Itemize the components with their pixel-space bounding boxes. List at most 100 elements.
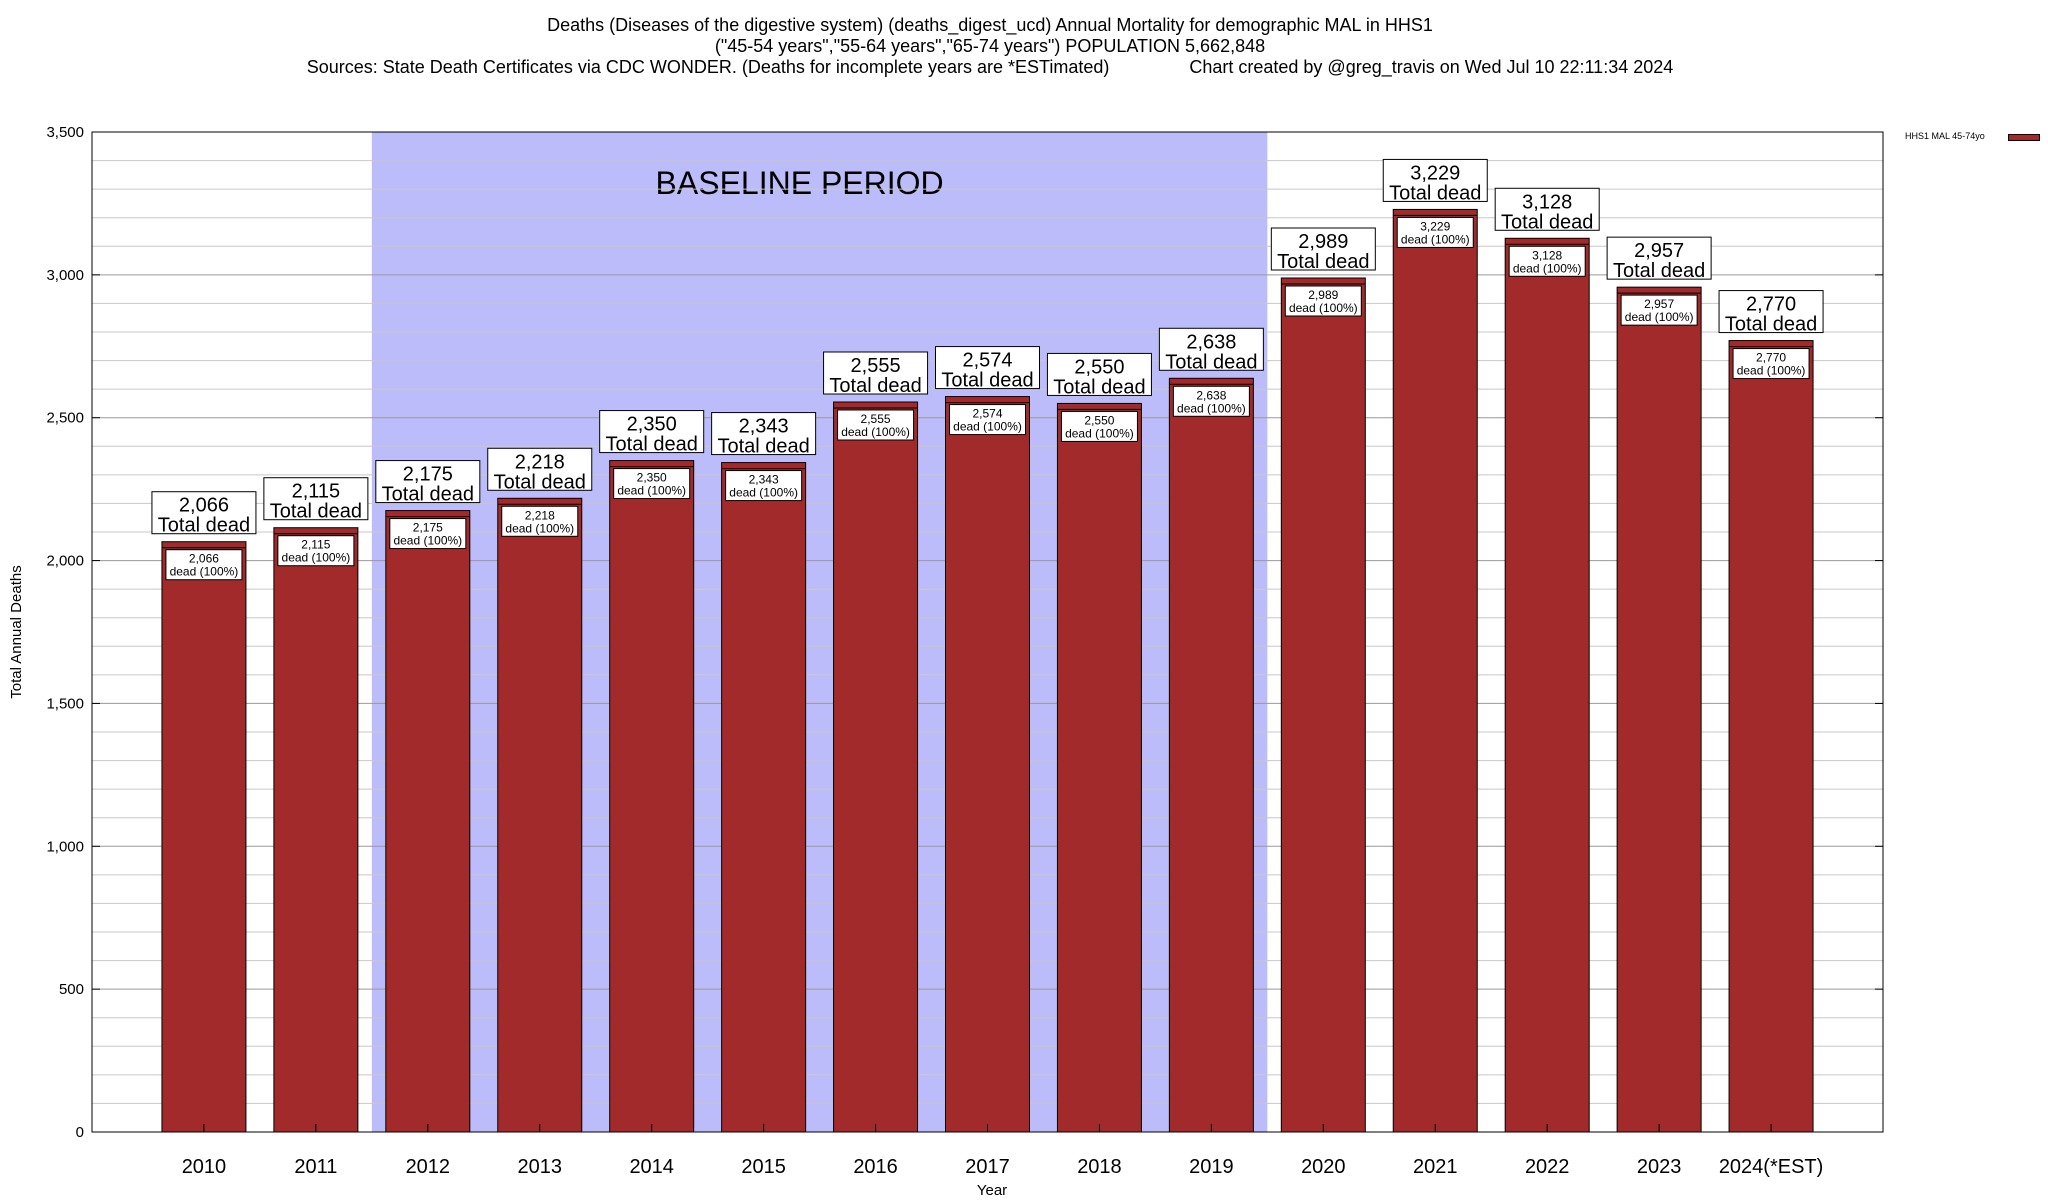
- top-label-value: 2,350: [627, 414, 677, 436]
- inner-label-value: 3,229: [1420, 219, 1450, 233]
- inner-label-box: [837, 409, 915, 441]
- inner-label-value: 2,770: [1756, 351, 1786, 365]
- x-tick-label: 2014: [629, 1156, 674, 1178]
- top-label-box: [1606, 236, 1712, 280]
- x-tick-label: 2018: [1077, 1156, 1122, 1178]
- inner-label-suffix: dead (100%): [841, 425, 910, 439]
- y-tick-label: 500: [59, 981, 84, 998]
- top-label-value: 2,343: [739, 416, 789, 438]
- bar-2016: [833, 401, 919, 1133]
- inner-label-value: 2,175: [413, 521, 443, 535]
- top-label-value: 3,229: [1410, 162, 1460, 184]
- inner-label-suffix: dead (100%): [1065, 426, 1134, 440]
- inner-label-box: [1172, 385, 1250, 417]
- y-tick-label: 2,000: [46, 553, 84, 570]
- x-tick-label: 2013: [518, 1156, 563, 1178]
- top-label-box: [1158, 327, 1264, 371]
- inner-label-suffix: dead (100%): [282, 551, 351, 565]
- top-label-box: [1494, 187, 1600, 231]
- baseline-period-label: BASELINE PERIOD: [656, 165, 944, 201]
- inner-label-box: [613, 468, 691, 500]
- top-label-value: 2,175: [403, 464, 453, 486]
- inner-label-box: [1396, 216, 1474, 248]
- inner-label-value: 2,957: [1644, 297, 1674, 311]
- x-tick-label: 2015: [741, 1156, 786, 1178]
- bar-2013: [497, 497, 583, 1133]
- inner-label-value: 2,989: [1308, 288, 1338, 302]
- top-label-suffix: Total dead: [382, 484, 474, 506]
- bar-2012: [385, 510, 471, 1133]
- top-label-suffix: Total dead: [1613, 260, 1705, 282]
- y-tick-label: 3,000: [46, 267, 84, 284]
- inner-label-box: [725, 470, 803, 502]
- inner-label-suffix: dead (100%): [1625, 310, 1694, 324]
- chart-title-line-2: ("45-54 years","55-64 years","65-74 year…: [714, 36, 1266, 56]
- top-label-box: [1270, 227, 1376, 271]
- x-tick-label: 2021: [1413, 1156, 1458, 1178]
- top-label-box: [935, 346, 1040, 390]
- x-tick-label: 2012: [406, 1156, 451, 1178]
- top-label-value: 2,550: [1074, 356, 1124, 378]
- inner-label-suffix: dead (100%): [505, 521, 574, 535]
- bar-2022: [1504, 237, 1590, 1133]
- bar-2023: [1616, 286, 1702, 1133]
- top-label-box: [711, 412, 817, 456]
- chart-title-line-3: Sources: State Death Certificates via CD…: [306, 57, 1674, 77]
- y-tick-label: 3,500: [46, 124, 84, 141]
- top-label-suffix: Total dead: [158, 515, 250, 537]
- top-label-suffix: Total dead: [829, 375, 921, 397]
- plot-frame: [91, 131, 1884, 1133]
- top-label-value: 2,989: [1298, 231, 1348, 253]
- y-tick-label: 0: [76, 1124, 84, 1141]
- legend-swatch: [2008, 134, 2040, 141]
- inner-label-box: [1284, 285, 1362, 317]
- inner-label-value: 2,550: [1084, 413, 1114, 427]
- inner-label-box: [949, 404, 1026, 436]
- bar-2017: [945, 396, 1030, 1133]
- inner-label-box: [1060, 410, 1138, 442]
- top-label-value: 2,555: [851, 355, 901, 377]
- bar-2019: [1168, 377, 1254, 1133]
- top-label-value: 2,770: [1746, 294, 1796, 316]
- inner-label-suffix: dead (100%): [953, 420, 1022, 434]
- top-label-box: [151, 491, 257, 535]
- inner-label-box: [1508, 245, 1586, 277]
- top-label-box: [823, 351, 929, 395]
- top-label-value: 3,128: [1522, 191, 1572, 213]
- top-label-suffix: Total dead: [1277, 251, 1369, 273]
- inner-label-value: 2,555: [861, 412, 891, 426]
- bar-2021: [1392, 208, 1478, 1133]
- x-tick-label: 2022: [1525, 1156, 1570, 1178]
- inner-label-value: 2,350: [637, 471, 667, 485]
- chart-title-line-1: Deaths (Diseases of the digestive system…: [547, 15, 1433, 35]
- x-tick-label: 2020: [1301, 1156, 1346, 1178]
- top-label-value: 2,218: [515, 451, 565, 473]
- inner-label-suffix: dead (100%): [393, 534, 462, 548]
- bar-2011: [273, 527, 359, 1133]
- top-label-value: 2,638: [1186, 331, 1236, 353]
- inner-label-box: [501, 505, 579, 537]
- inner-label-value: 2,115: [301, 538, 330, 552]
- inner-label-suffix: dead (100%): [729, 486, 798, 500]
- inner-label-box: [389, 518, 467, 550]
- x-tick-label: 2024(*EST): [1719, 1156, 1824, 1178]
- top-label-box: [263, 477, 369, 521]
- top-label-suffix: Total dead: [270, 501, 362, 523]
- x-tick-label: 2016: [853, 1156, 898, 1178]
- top-label-box: [375, 460, 481, 504]
- top-label-box: [1382, 158, 1488, 202]
- top-label-value: 2,115: [292, 481, 341, 503]
- inner-label-suffix: dead (100%): [1737, 364, 1806, 378]
- inner-label-suffix: dead (100%): [170, 565, 239, 579]
- x-tick-label: 2019: [1189, 1156, 1234, 1178]
- inner-label-box: [165, 549, 243, 581]
- top-label-value: 2,957: [1634, 240, 1684, 262]
- x-tick-label: 2023: [1637, 1156, 1682, 1178]
- top-label-value: 2,574: [962, 350, 1012, 372]
- inner-label-value: 2,218: [525, 508, 555, 522]
- top-label-value: 2,066: [179, 495, 229, 517]
- inner-label-value: 2,574: [972, 407, 1002, 421]
- x-tick-label: 2017: [965, 1156, 1010, 1178]
- y-tick-label: 1,000: [46, 838, 84, 855]
